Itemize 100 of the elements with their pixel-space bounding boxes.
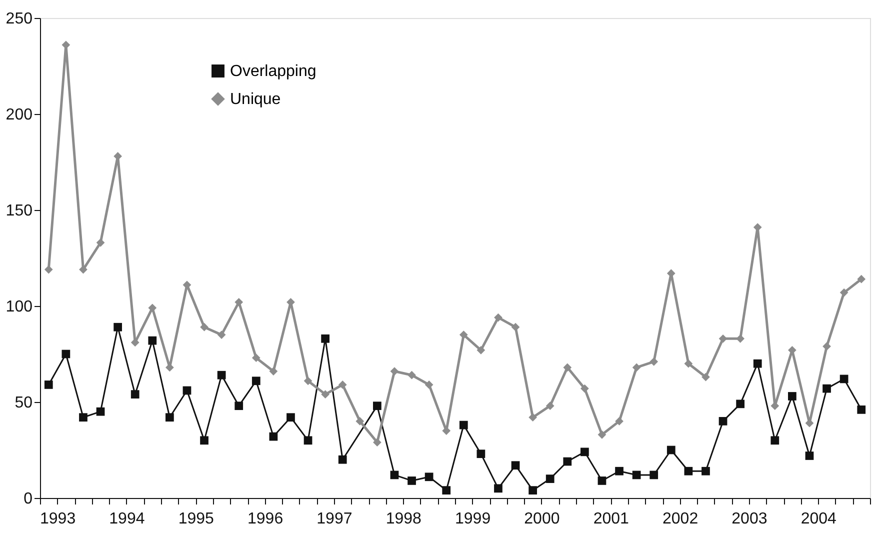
point bbox=[546, 474, 554, 483]
point bbox=[390, 367, 399, 376]
point bbox=[840, 288, 848, 297]
point bbox=[321, 334, 330, 343]
point bbox=[770, 436, 780, 445]
x-tick-label: 1999 bbox=[454, 510, 491, 528]
point bbox=[252, 376, 260, 386]
point bbox=[511, 322, 520, 332]
y-tick-label: 100 bbox=[6, 298, 33, 316]
y-tick-label: 250 bbox=[6, 10, 33, 28]
point bbox=[459, 420, 468, 430]
point bbox=[338, 380, 347, 389]
legend-label: Overlapping bbox=[230, 63, 316, 80]
point bbox=[182, 386, 192, 395]
point bbox=[580, 448, 589, 456]
point bbox=[424, 472, 434, 482]
point bbox=[44, 380, 53, 389]
x-tick-label: 2002 bbox=[662, 510, 698, 528]
point bbox=[252, 354, 260, 362]
point bbox=[822, 342, 831, 351]
point bbox=[718, 334, 728, 343]
point bbox=[684, 466, 693, 476]
x-tick-label: 2004 bbox=[800, 510, 837, 528]
x-tick-label: 1996 bbox=[247, 510, 284, 528]
point bbox=[114, 322, 122, 332]
point bbox=[511, 461, 520, 470]
point bbox=[702, 466, 710, 476]
point bbox=[598, 430, 606, 439]
point bbox=[718, 417, 728, 426]
point bbox=[96, 407, 105, 416]
x-tick-label: 1998 bbox=[386, 510, 422, 528]
point bbox=[563, 363, 572, 372]
point bbox=[736, 400, 744, 408]
point bbox=[424, 380, 434, 389]
point bbox=[408, 476, 416, 485]
x-tick-label: 1997 bbox=[316, 510, 352, 528]
point bbox=[390, 470, 399, 480]
point bbox=[442, 486, 451, 495]
point bbox=[632, 363, 641, 372]
y-tick-label: 50 bbox=[14, 394, 33, 412]
point bbox=[217, 330, 226, 339]
point bbox=[286, 413, 295, 422]
point bbox=[857, 274, 866, 284]
point bbox=[148, 336, 157, 345]
point bbox=[373, 438, 382, 447]
x-tick-label: 2000 bbox=[524, 510, 560, 528]
point bbox=[62, 350, 70, 358]
point bbox=[494, 484, 502, 493]
point bbox=[321, 390, 330, 399]
point bbox=[166, 413, 174, 422]
point bbox=[857, 405, 866, 414]
point bbox=[338, 455, 347, 464]
point bbox=[96, 238, 105, 247]
legend-label: Unique bbox=[230, 91, 281, 108]
point bbox=[615, 417, 624, 426]
point bbox=[650, 357, 658, 366]
x-tick-label: 2001 bbox=[593, 510, 630, 528]
point bbox=[79, 413, 88, 422]
y-tick-label: 150 bbox=[6, 202, 33, 220]
point bbox=[44, 265, 53, 274]
point bbox=[736, 334, 744, 343]
point bbox=[476, 450, 486, 458]
point bbox=[234, 298, 244, 306]
point bbox=[476, 346, 486, 354]
point bbox=[840, 374, 848, 384]
point bbox=[822, 384, 831, 393]
point bbox=[528, 486, 537, 495]
point bbox=[494, 313, 502, 322]
x-tick-label: 2003 bbox=[732, 510, 768, 528]
point bbox=[528, 413, 537, 422]
point bbox=[373, 402, 382, 410]
point bbox=[356, 417, 364, 426]
point bbox=[148, 304, 157, 312]
point bbox=[269, 432, 278, 441]
point bbox=[304, 436, 312, 445]
point bbox=[598, 476, 606, 485]
point bbox=[805, 452, 814, 460]
point bbox=[650, 470, 658, 480]
point bbox=[234, 402, 244, 410]
point bbox=[217, 370, 226, 380]
point bbox=[459, 330, 468, 339]
point bbox=[304, 376, 312, 386]
point bbox=[580, 384, 589, 393]
point bbox=[200, 322, 208, 332]
point bbox=[684, 359, 693, 368]
x-tick-label: 1995 bbox=[178, 510, 214, 528]
y-tick-label: 0 bbox=[24, 490, 33, 508]
point bbox=[788, 392, 796, 400]
point bbox=[753, 359, 762, 368]
x-tick-label: 1993 bbox=[40, 510, 76, 528]
point bbox=[408, 370, 416, 380]
point bbox=[200, 436, 208, 445]
point bbox=[615, 466, 624, 476]
point bbox=[702, 372, 710, 382]
point bbox=[563, 457, 572, 466]
point bbox=[546, 402, 554, 410]
point bbox=[632, 470, 641, 480]
y-tick-label: 200 bbox=[6, 106, 33, 124]
x-tick-label: 1994 bbox=[109, 510, 145, 528]
point bbox=[666, 446, 676, 454]
